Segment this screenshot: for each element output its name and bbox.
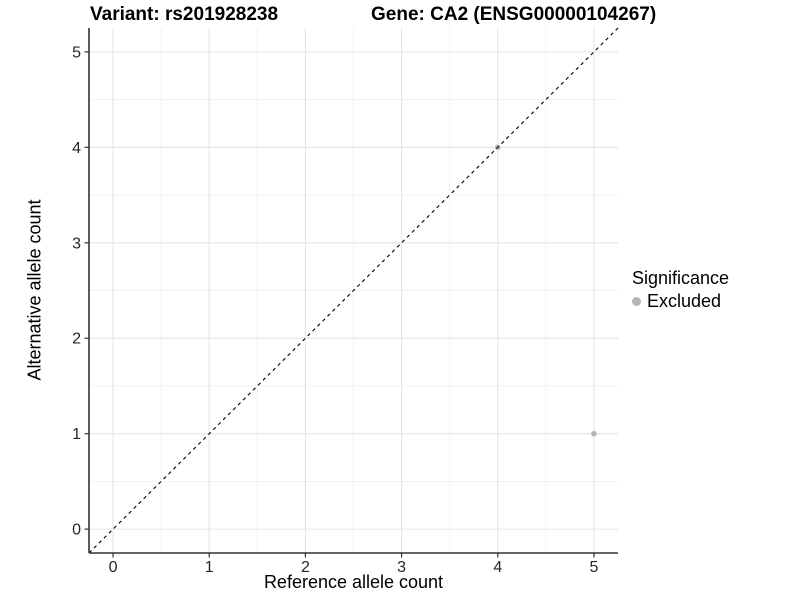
- x-axis-title: Reference allele count: [263, 572, 444, 592]
- x-tick-label: 4: [493, 559, 502, 576]
- legend-item-label: Excluded: [647, 291, 722, 311]
- y-tick-label: 0: [72, 522, 81, 539]
- x-tick-label: 2: [301, 559, 310, 576]
- y-tick-label: 3: [72, 235, 81, 252]
- identity-dashed-line: [88, 27, 619, 554]
- y-tick-label: 4: [72, 140, 81, 157]
- y-tick-label: 1: [72, 426, 81, 443]
- plot-title-variant: Variant: rs201928238: [90, 4, 279, 25]
- plot-title-gene: Gene: CA2 (ENSG00000104267): [371, 4, 657, 25]
- x-tick-label: 1: [205, 559, 214, 576]
- data-point: [591, 430, 597, 437]
- x-tick-label: 5: [590, 559, 599, 576]
- y-axis-title: Alternative allele count: [24, 199, 45, 381]
- legend: Significance Excluded: [632, 268, 729, 311]
- y-tick-label: 2: [72, 331, 81, 348]
- legend-point-icon: [632, 296, 641, 306]
- legend-title: Significance: [632, 268, 730, 288]
- x-tick-label: 3: [397, 559, 406, 576]
- legend-item-excluded: Excluded: [632, 291, 729, 311]
- x-tick-label: 0: [109, 559, 118, 576]
- y-tick-label: 5: [72, 44, 81, 61]
